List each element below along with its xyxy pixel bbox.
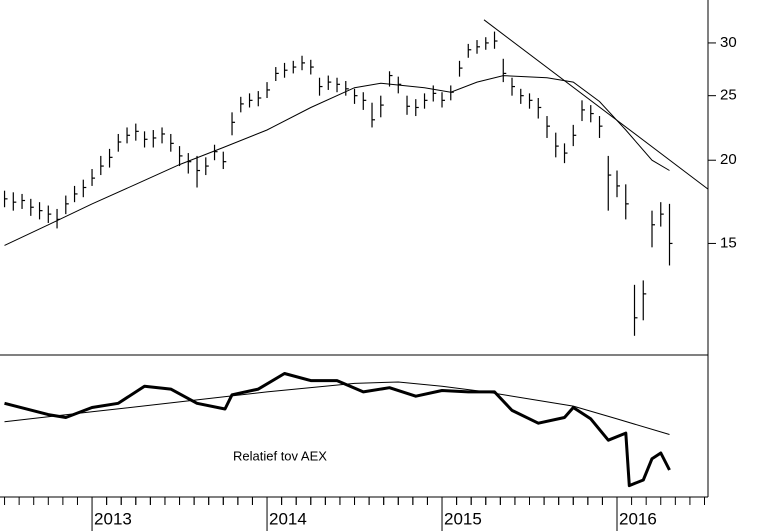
series-line <box>4 381 670 435</box>
trendline <box>483 19 709 190</box>
annotation: Relatief tov AEX <box>233 448 327 463</box>
y-tick-label: 25 <box>720 87 737 104</box>
y-tick-label: 20 <box>720 151 737 168</box>
y-tick-label: 15 <box>720 234 737 251</box>
series-line <box>4 372 671 488</box>
y-tick-label: 30 <box>720 34 737 51</box>
moving-average <box>4 75 670 246</box>
x-tick-label: 2013 <box>94 509 132 528</box>
x-tick-label: 2016 <box>619 509 657 528</box>
x-tick-label: 2015 <box>444 509 482 528</box>
x-tick-label: 2014 <box>269 509 307 528</box>
